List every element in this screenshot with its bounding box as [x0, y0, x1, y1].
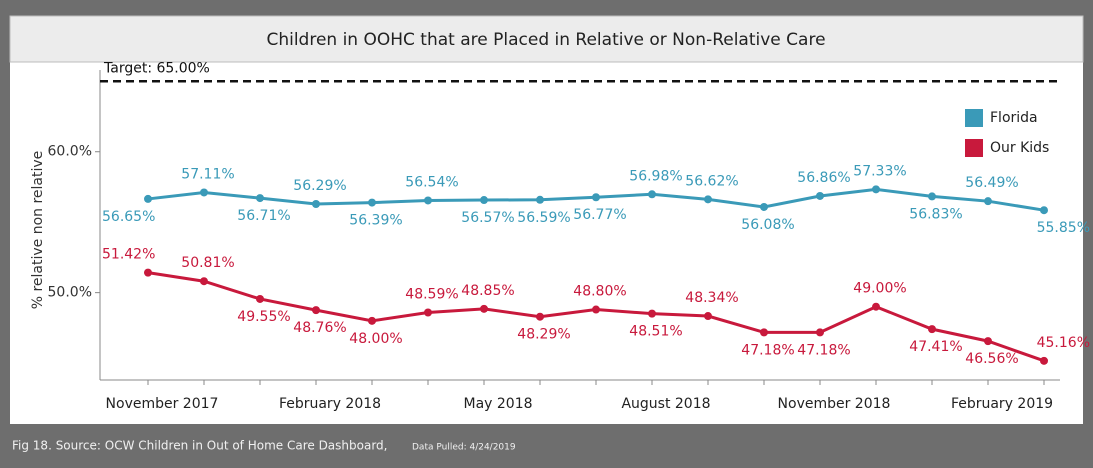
data-label: 56.83%: [909, 206, 962, 222]
data-label: 48.59%: [405, 287, 458, 303]
data-label: 56.59%: [517, 210, 570, 226]
legend-label: Our Kids: [990, 140, 1049, 156]
point: [256, 194, 264, 203]
panel: [10, 16, 1083, 424]
point: [200, 277, 208, 286]
point: [424, 196, 432, 205]
data-label: 48.51%: [629, 324, 682, 340]
data-label: 56.77%: [573, 207, 626, 223]
data-label: 56.39%: [349, 213, 402, 229]
data-label: 47.41%: [909, 339, 962, 355]
data-label: 57.33%: [853, 163, 906, 179]
point: [1040, 356, 1048, 365]
point: [704, 195, 712, 204]
x-tick-label: February 2018: [279, 396, 381, 412]
x-tick-label: August 2018: [621, 396, 710, 412]
data-label: 56.65%: [102, 209, 155, 225]
point: [256, 294, 264, 303]
title-band: [9, 15, 1084, 63]
point: [536, 195, 544, 204]
point: [368, 316, 376, 325]
point: [1040, 206, 1048, 215]
point: [648, 309, 656, 318]
target-label: Target: 65.00%: [103, 60, 210, 76]
data-label: 56.98%: [629, 168, 682, 184]
data-label: 46.56%: [965, 351, 1018, 367]
y-tick-label: 50.0%: [48, 285, 92, 301]
data-label: 47.18%: [797, 342, 850, 358]
data-label: 51.42%: [102, 247, 155, 263]
legend-label: Florida: [990, 110, 1038, 126]
point: [144, 268, 152, 277]
legend-swatch: [965, 139, 983, 157]
data-label: 56.86%: [797, 170, 850, 186]
footer: Fig 18. Source: OCW Children in Out of H…: [12, 439, 388, 453]
point: [872, 302, 880, 311]
point: [816, 328, 824, 337]
data-label: 56.49%: [965, 175, 1018, 191]
data-label: 47.18%: [741, 342, 794, 358]
data-label: 48.29%: [517, 327, 570, 343]
point: [480, 304, 488, 313]
point: [760, 328, 768, 337]
point: [144, 194, 152, 203]
point: [984, 337, 992, 346]
data-label: 48.80%: [573, 284, 626, 300]
data-label: 56.54%: [405, 174, 458, 190]
data-label: 49.55%: [237, 309, 290, 325]
point: [928, 192, 936, 201]
data-label: 56.62%: [685, 173, 738, 189]
point: [368, 198, 376, 207]
point: [704, 312, 712, 321]
data-label: 48.34%: [685, 290, 738, 306]
point: [648, 190, 656, 199]
data-label: 56.57%: [461, 210, 514, 226]
point: [200, 188, 208, 197]
data-label: 55.85%: [1037, 220, 1090, 236]
point: [592, 193, 600, 202]
data-label: 48.76%: [293, 320, 346, 336]
point: [872, 185, 880, 194]
x-tick-label: November 2017: [106, 396, 219, 412]
data-label: 45.16%: [1037, 335, 1090, 351]
y-axis-label: % relative non relative: [30, 151, 46, 310]
data-label: 49.00%: [853, 281, 906, 297]
data-label: 56.71%: [237, 208, 290, 224]
point: [760, 202, 768, 211]
point: [536, 312, 544, 321]
chart-title: Children in OOHC that are Placed in Rela…: [266, 30, 825, 50]
point: [984, 197, 992, 206]
legend-swatch: [965, 109, 983, 127]
footer-note: Data Pulled: 4/24/2019: [412, 443, 516, 453]
x-tick-label: November 2018: [778, 396, 891, 412]
point: [928, 325, 936, 334]
point: [424, 308, 432, 317]
data-label: 48.85%: [461, 283, 514, 299]
y-tick-label: 60.0%: [48, 144, 92, 160]
point: [312, 306, 320, 315]
x-tick-label: May 2018: [463, 396, 532, 412]
data-label: 50.81%: [181, 255, 234, 271]
point: [312, 200, 320, 209]
x-tick-label: February 2019: [951, 396, 1053, 412]
data-label: 56.08%: [741, 217, 794, 233]
point: [480, 196, 488, 205]
data-label: 57.11%: [181, 166, 234, 182]
data-label: 56.29%: [293, 178, 346, 194]
point: [816, 191, 824, 200]
point: [592, 305, 600, 314]
data-label: 48.00%: [349, 331, 402, 347]
